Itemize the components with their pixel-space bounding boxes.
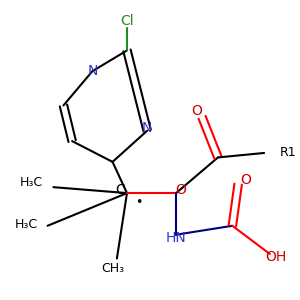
Text: N: N	[142, 121, 152, 135]
Text: O: O	[240, 173, 251, 187]
Text: H₃C: H₃C	[20, 176, 43, 189]
Text: H₃C: H₃C	[14, 218, 38, 231]
Text: O: O	[191, 104, 202, 118]
Text: O: O	[175, 183, 186, 197]
Text: R1: R1	[280, 146, 297, 160]
Text: •: •	[135, 196, 142, 208]
Text: Cl: Cl	[120, 14, 134, 28]
Text: HN: HN	[166, 231, 186, 245]
Text: N: N	[87, 64, 98, 78]
Text: OH: OH	[265, 250, 286, 264]
Text: C: C	[115, 183, 124, 197]
Text: CH₃: CH₃	[101, 262, 124, 275]
